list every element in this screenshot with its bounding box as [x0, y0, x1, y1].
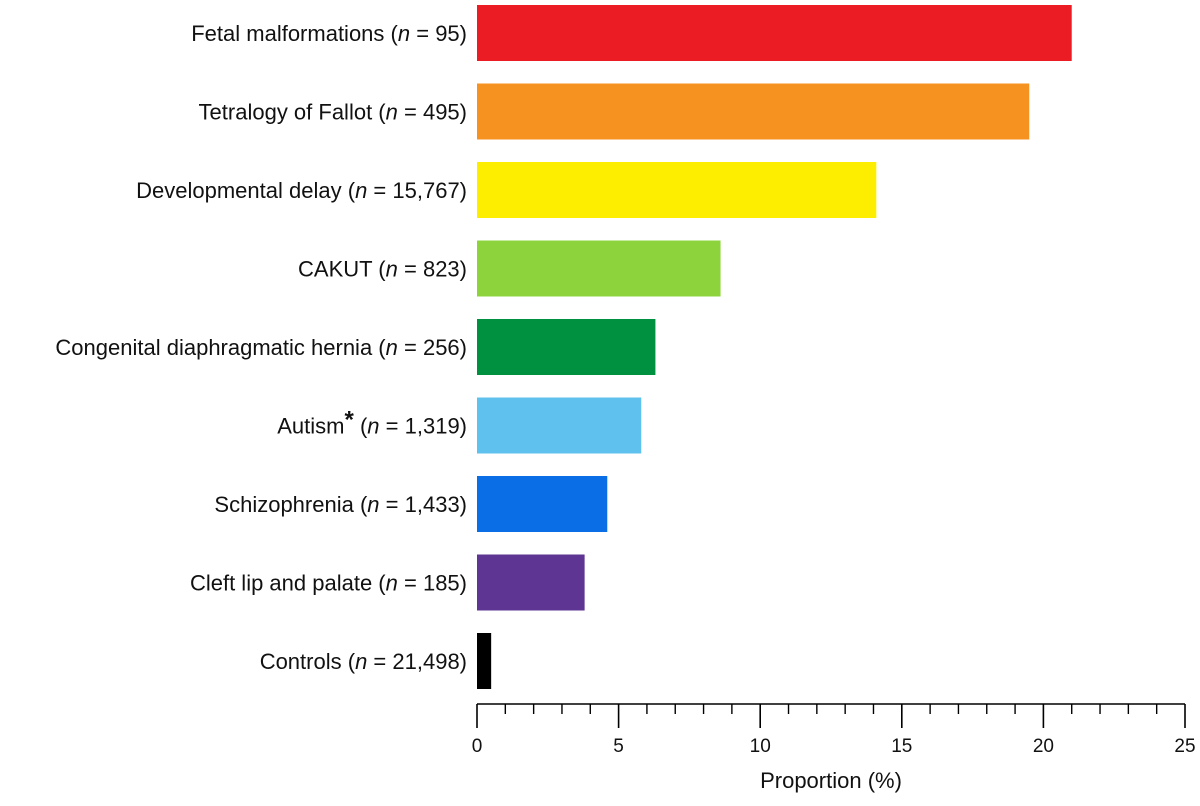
sample-size: = 185): [398, 571, 467, 596]
bar-tetralogy-of-fallot: [477, 83, 1030, 140]
x-tick-label: 25: [1174, 736, 1195, 757]
category-name: Cleft lip and palate: [190, 571, 372, 596]
category-name: Autism: [277, 414, 344, 439]
sample-size: = 256): [398, 335, 467, 360]
category-name: Fetal malformations: [191, 21, 384, 46]
sample-size: = 21,498): [367, 649, 467, 674]
n-symbol: n: [386, 571, 398, 596]
n-symbol: n: [367, 492, 379, 517]
category-labels: Fetal malformations (n = 95) Tetralogy of…: [55, 21, 467, 674]
sample-size: = 495): [398, 100, 467, 125]
n-symbol: n: [355, 178, 367, 203]
category-label-tetralogy-of-fallot: Tetralogy of Fallot (n = 495): [199, 100, 467, 125]
bar-cakut: [477, 240, 721, 297]
sample-size: = 823): [398, 257, 467, 282]
category-label-autism: Autism* (n = 1,319): [277, 407, 467, 439]
category-label-schizophrenia: Schizophrenia (n = 1,433): [214, 492, 467, 517]
sample-size: = 15,767): [367, 178, 467, 203]
bar-controls: [477, 633, 492, 689]
x-tick-label: 10: [750, 736, 771, 757]
bar-fetal-malformations: [477, 5, 1072, 61]
category-name: Schizophrenia: [214, 492, 354, 517]
sample-size: = 95): [410, 21, 467, 46]
bar-congenital-diaphragmatic-hernia: [477, 319, 656, 375]
bar-cleft-lip-and-palate: [477, 554, 585, 611]
bar-schizophrenia: [477, 476, 608, 532]
n-symbol: n: [398, 21, 410, 46]
sample-size: = 1,433): [380, 492, 467, 517]
sample-size: = 1,319): [380, 414, 467, 439]
category-name: Developmental delay: [136, 178, 341, 203]
asterisk-mark: *: [345, 407, 355, 434]
x-axis-title: Proportion (%): [760, 768, 902, 793]
category-label-developmental-delay: Developmental delay (n = 15,767): [136, 178, 467, 203]
category-name: CAKUT: [298, 257, 372, 282]
n-symbol: n: [367, 414, 379, 439]
x-tick-label: 5: [613, 736, 624, 757]
category-label-fetal-malformations: Fetal malformations (n = 95): [191, 21, 467, 46]
bar-developmental-delay: [477, 162, 877, 218]
x-tick-label: 0: [472, 736, 483, 757]
n-symbol: n: [355, 649, 367, 674]
category-label-cleft-lip-and-palate: Cleft lip and palate (n = 185): [190, 571, 467, 596]
n-symbol: n: [386, 100, 398, 125]
bars: [477, 5, 1072, 689]
category-name: Congenital diaphragmatic hernia: [55, 335, 373, 360]
x-axis: 0 5 10 15 20 25: [472, 703, 1196, 757]
category-name: Tetralogy of Fallot: [199, 100, 373, 125]
category-name: Controls: [260, 649, 342, 674]
x-tick-label: 15: [891, 736, 912, 757]
category-label-cakut: CAKUT (n = 823): [298, 257, 467, 282]
category-label-congenital-diaphragmatic-hernia: Congenital diaphragmatic hernia (n = 256…: [55, 335, 467, 360]
bar-autism: [477, 397, 642, 454]
category-label-controls: Controls (n = 21,498): [260, 649, 467, 674]
x-tick-label: 20: [1033, 736, 1054, 757]
n-symbol: n: [386, 335, 398, 360]
n-symbol: n: [386, 257, 398, 282]
